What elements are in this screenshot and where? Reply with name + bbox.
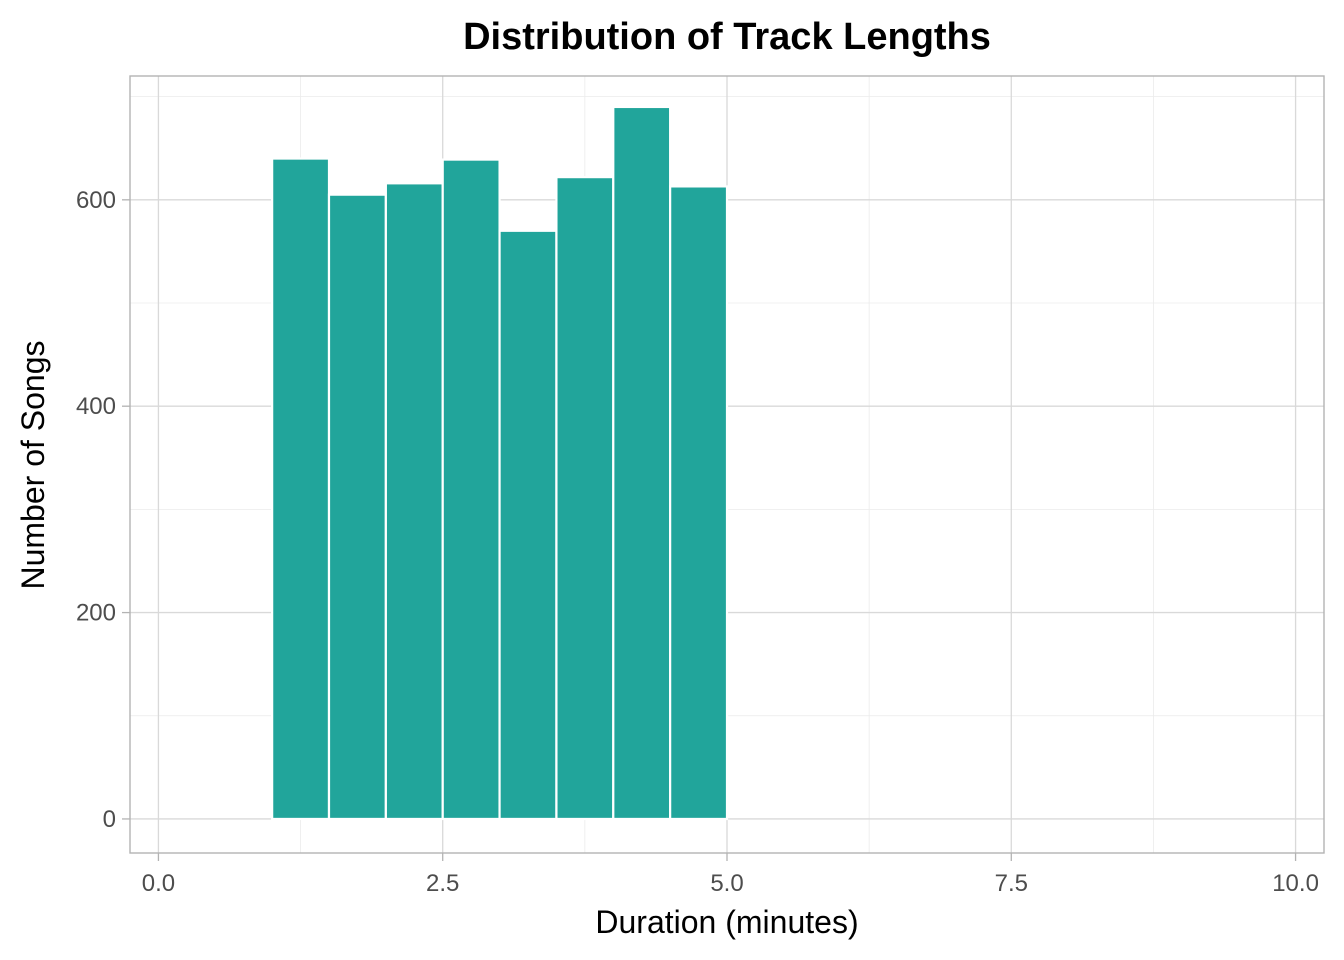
- chart-title: Distribution of Track Lengths: [463, 16, 991, 58]
- y-axis-title: Number of Songs: [15, 340, 51, 589]
- histogram-bar: [271, 157, 331, 821]
- y-tick-label: 0: [103, 806, 116, 833]
- axis-tick-labels: 0.0 2.5 5.0 7.5 10.0 0 200 400 600: [76, 187, 1319, 897]
- histogram-bars: [271, 105, 729, 821]
- histogram-bar: [327, 193, 387, 821]
- x-tick-label: 2.5: [426, 870, 459, 897]
- axis-ticks: [122, 199, 1297, 861]
- histogram-bar: [498, 229, 558, 821]
- histogram-bar: [441, 158, 501, 821]
- histogram-bar: [384, 182, 444, 821]
- x-tick-label: 10.0: [1272, 870, 1319, 897]
- x-tick-label: 0.0: [142, 870, 175, 897]
- histogram-bar: [669, 185, 729, 821]
- x-tick-label: 7.5: [995, 870, 1028, 897]
- y-tick-label: 200: [76, 600, 116, 627]
- x-tick-label: 5.0: [710, 870, 743, 897]
- y-tick-label: 400: [76, 393, 116, 420]
- x-axis-title: Duration (minutes): [595, 904, 858, 940]
- histogram-bar: [612, 105, 672, 821]
- histogram-bar: [555, 176, 615, 821]
- y-tick-label: 600: [76, 187, 116, 214]
